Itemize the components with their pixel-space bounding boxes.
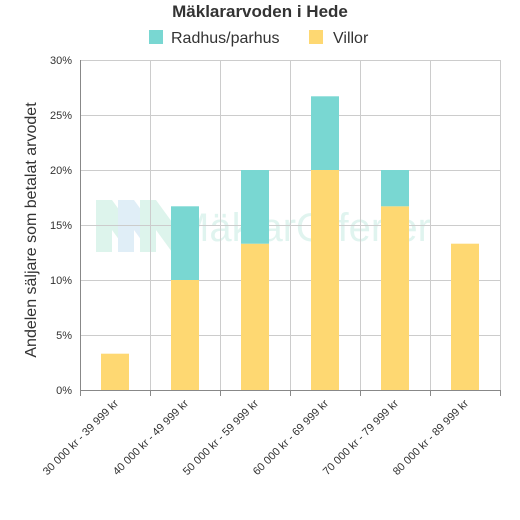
y-axis-label: Andelen säljare som betalat arvodet (23, 102, 40, 358)
y-tick-label: 20% (50, 165, 72, 177)
x-tick-label: 40 000 kr - 49 999 kr (111, 397, 191, 477)
y-tick-label: 15% (50, 220, 72, 232)
y-tick-label: 25% (50, 110, 72, 122)
bar-segment (451, 243, 479, 390)
bars (101, 96, 479, 390)
y-tick-label: 5% (56, 330, 72, 342)
y-tick-label: 10% (50, 275, 72, 287)
bar-segment (311, 170, 339, 390)
axes: 0% 5% 10% 15% 20% 25% 30% 30 000 kr - 39 999 kr… (41, 55, 501, 478)
bar-segment (171, 206, 199, 280)
x-tick-label: 70 000 kr - 79 999 kr (321, 397, 401, 477)
bar-segment (381, 206, 409, 390)
legend-label-radhus: Radhus/parhus (171, 30, 280, 47)
chart-title: Mäklararvoden i Hede (172, 2, 348, 21)
bar-segment (381, 170, 409, 207)
legend-swatch-villor (309, 30, 323, 44)
bar-segment (171, 280, 199, 390)
bar-segment (241, 243, 269, 390)
grid (80, 60, 501, 391)
legend: Radhus/parhus Villor (149, 30, 369, 47)
y-tick-label: 0% (56, 385, 72, 397)
bar-segment (101, 353, 129, 390)
legend-label-villor: Villor (333, 30, 369, 47)
legend-swatch-radhus (149, 30, 163, 44)
x-tick-label: 60 000 kr - 69 999 kr (251, 397, 331, 477)
bar-segment (311, 96, 339, 170)
x-tick-label: 50 000 kr - 59 999 kr (181, 397, 261, 477)
x-tick-label: 30 000 kr - 39 999 kr (41, 397, 121, 477)
x-tick-label: 80 000 kr - 89 999 kr (391, 397, 471, 477)
bar-segment (241, 170, 269, 244)
y-tick-label: 30% (50, 55, 72, 67)
